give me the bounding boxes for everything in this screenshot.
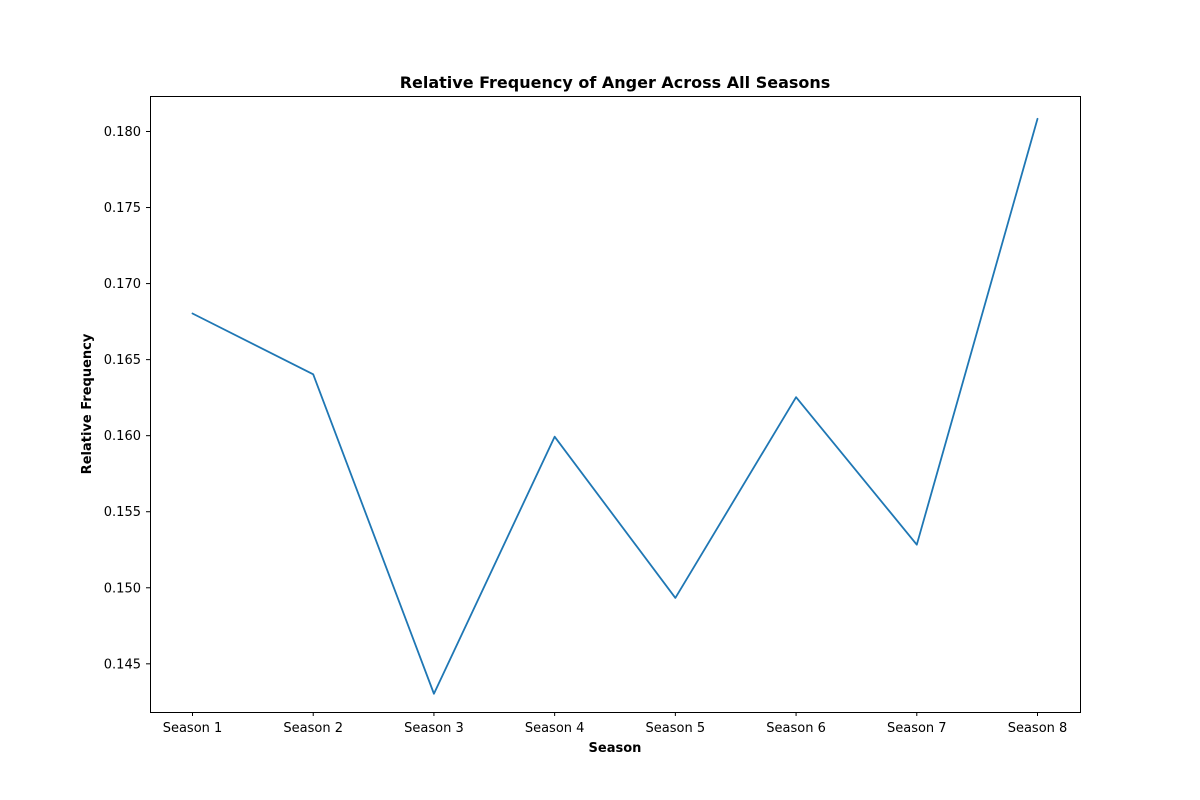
x-tick-label: Season 1 xyxy=(163,721,223,736)
x-tick-label: Season 8 xyxy=(1008,721,1068,736)
x-axis: Season 1 Season 2 Season 3 Season 4 Season 5… xyxy=(163,712,1068,736)
plot-frame xyxy=(150,96,1081,713)
x-tick-label: Season 2 xyxy=(283,721,343,736)
y-axis: 0.145 0.150 0.155 0.160 0.165 0.170 0.175 0.180 xyxy=(104,125,150,672)
x-axis-label: Season xyxy=(589,741,642,756)
x-tick-label: Season 3 xyxy=(404,721,464,736)
y-tick-label: 0.160 xyxy=(104,429,141,444)
y-tick-label: 0.180 xyxy=(104,125,141,140)
x-tick-label: Season 6 xyxy=(766,721,826,736)
y-tick-label: 0.165 xyxy=(104,353,141,368)
y-tick-label: 0.145 xyxy=(104,657,141,672)
series-layer xyxy=(191,117,1039,695)
y-axis-label: Relative Frequency xyxy=(80,333,95,474)
x-tick-label: Season 4 xyxy=(525,721,585,736)
y-tick-label: 0.175 xyxy=(104,201,141,216)
x-tick-label: Season 7 xyxy=(887,721,947,736)
y-tick-label: 0.150 xyxy=(104,581,141,596)
y-tick-label: 0.170 xyxy=(104,277,141,292)
chart-title: Relative Frequency of Anger Across All S… xyxy=(400,73,831,92)
x-tick-label: Season 5 xyxy=(646,721,706,736)
series-line-1 xyxy=(191,117,1039,695)
y-tick-label: 0.155 xyxy=(104,505,141,520)
